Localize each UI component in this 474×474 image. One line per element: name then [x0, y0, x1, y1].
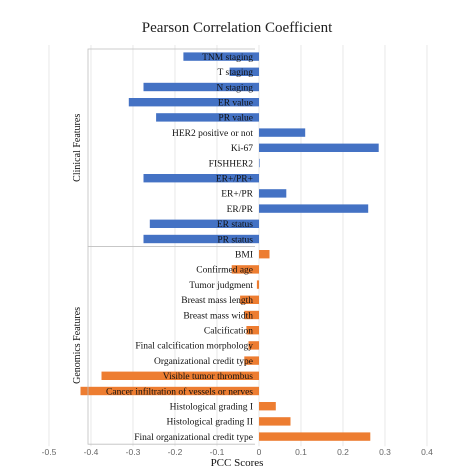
bar [80, 386, 259, 396]
category-label: ER status [217, 220, 253, 230]
bar [128, 98, 259, 107]
x-tick-label: -0.5 [42, 447, 57, 457]
x-tick-labels: -0.5 -0.4 -0.3 -0.2 -0.1 0 0.1 0.2 0.3 0.4 [42, 447, 434, 457]
bar [143, 234, 259, 244]
bar [248, 341, 259, 350]
category-label: Visible tumor thrombus [163, 372, 254, 382]
bar [259, 250, 270, 259]
bars [80, 52, 379, 441]
category-label: Histological grading II [166, 418, 253, 428]
group-label: Clinical Features [72, 114, 83, 182]
category-label: Final calcification morphology [135, 341, 253, 352]
bar [259, 128, 306, 137]
bar [256, 280, 259, 289]
category-label: N staging [216, 83, 253, 93]
category-label: PR status [217, 235, 253, 245]
x-tick-label: -0.2 [168, 447, 183, 457]
category-label: Final organizational credit type [134, 433, 253, 443]
x-tick-label: -0.3 [126, 447, 141, 457]
bar [259, 189, 287, 198]
category-label: Breast mass length [181, 296, 253, 306]
bar [101, 371, 259, 380]
bar [259, 143, 379, 152]
bar [149, 219, 259, 228]
bar [259, 402, 276, 411]
category-label: HER2 positive or not [172, 129, 253, 139]
category-label: Organizational credit type [154, 357, 253, 367]
x-tick-label: -0.4 [84, 447, 99, 457]
bar [143, 174, 259, 183]
category-label: Tumor judgment [189, 281, 253, 291]
x-axis-title: PCC Scores [211, 457, 264, 469]
chart-title: Pearson Correlation Coefficient [142, 20, 333, 36]
category-label: Calcification [204, 326, 253, 337]
category-label: ER+/PR+ [216, 175, 253, 185]
category-label: ER+/PR [221, 190, 253, 200]
category-label: Histological grading I [170, 403, 253, 413]
x-tick-label: 0.3 [379, 447, 391, 457]
category-label: Ki-67 [231, 144, 253, 154]
x-tick-label: 0.2 [337, 447, 349, 457]
category-label: BMI [235, 251, 253, 261]
x-tick-label: 0.1 [295, 447, 307, 457]
bar [246, 326, 259, 335]
category-label: PR value [218, 114, 253, 124]
category-label: Breast mass width [183, 311, 253, 321]
x-tick-label: 0 [257, 447, 262, 457]
group-labels: Clinical Features Genomics Features [72, 48, 255, 445]
bar [229, 67, 259, 76]
bar [259, 158, 260, 168]
bar [244, 310, 259, 320]
group-label: Genomics Features [72, 307, 83, 384]
bar [156, 113, 259, 122]
x-tick-label: 0.4 [421, 447, 433, 457]
bar [259, 204, 369, 213]
bar [240, 295, 259, 304]
bar [143, 82, 259, 92]
category-labels: TNM staging T staging N staging ER value PR … [106, 53, 254, 443]
bar [259, 432, 371, 441]
category-label: T staging [218, 68, 254, 78]
bar [259, 417, 291, 426]
category-label: Confirmed age [196, 265, 253, 276]
group-bracket [87, 246, 255, 445]
category-label: ER/PR [227, 205, 254, 215]
category-label: FISHHER2 [209, 159, 254, 169]
gridlines [48, 45, 428, 447]
bar [183, 52, 259, 61]
bar [244, 356, 259, 365]
category-label: ER value [218, 99, 253, 109]
category-label: Cancer infiltration of vessels or nerves [106, 386, 253, 397]
bar [231, 265, 259, 274]
category-label: TNM staging [202, 53, 253, 63]
x-tick-label: -0.1 [210, 447, 225, 457]
